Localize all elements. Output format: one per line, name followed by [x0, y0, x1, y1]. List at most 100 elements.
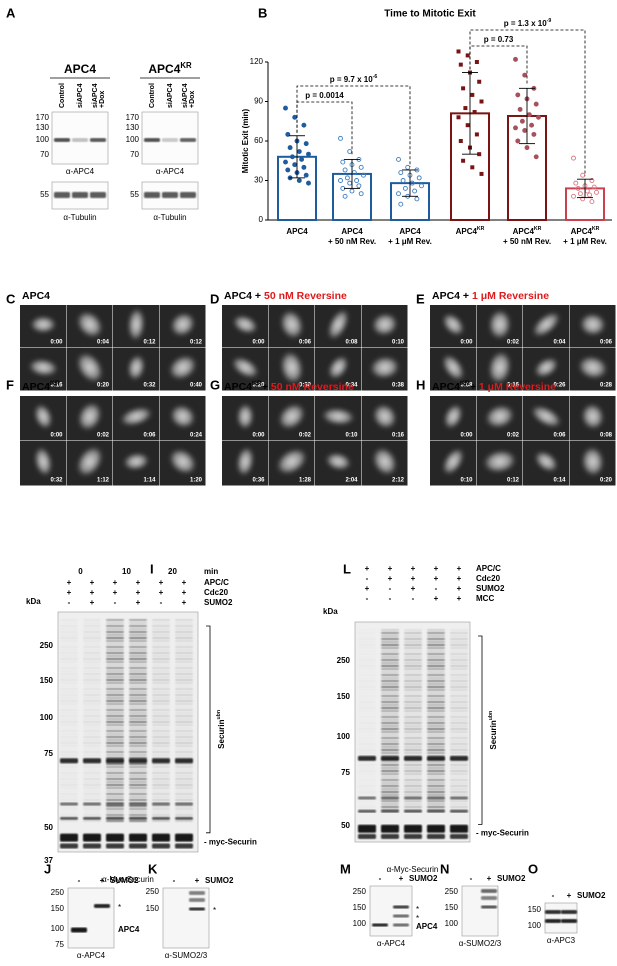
- data-point: [470, 92, 475, 97]
- band: [358, 665, 376, 667]
- band: [175, 669, 193, 673]
- band: [450, 631, 468, 635]
- band: [60, 688, 78, 690]
- band: [129, 833, 147, 842]
- band: [106, 714, 124, 718]
- data-point: [587, 192, 593, 198]
- band: [60, 816, 78, 820]
- condition-sign: +: [136, 588, 141, 597]
- band: [129, 786, 147, 790]
- cell: [230, 356, 260, 379]
- band: [60, 643, 78, 645]
- band: [129, 648, 147, 652]
- panel-title: APC4 + 1 μM Reversine: [432, 290, 549, 302]
- band: [358, 704, 376, 706]
- band: [60, 682, 78, 684]
- band: [450, 650, 468, 652]
- band: [106, 693, 124, 697]
- band: [106, 702, 124, 706]
- band: [175, 769, 193, 771]
- band: [358, 755, 376, 761]
- band: [358, 740, 376, 742]
- text-part: APC4 +: [224, 290, 264, 302]
- band: [60, 646, 78, 648]
- data-point: [296, 178, 302, 183]
- band: [450, 745, 468, 749]
- band: [381, 697, 399, 701]
- band: [427, 790, 445, 794]
- band: [404, 772, 422, 776]
- condition-sign: +: [113, 588, 118, 597]
- band: [60, 808, 78, 810]
- timestamp: 0:06: [600, 340, 613, 346]
- band: [106, 630, 124, 634]
- band: [83, 639, 101, 643]
- mw-label: 150: [337, 692, 351, 701]
- band: [358, 770, 376, 772]
- data-point: [283, 159, 288, 165]
- data-point: [358, 191, 364, 197]
- band: [83, 796, 101, 798]
- superscript: ubn: [488, 711, 494, 721]
- band: [450, 629, 468, 631]
- band: [404, 748, 422, 752]
- band: [427, 824, 445, 833]
- band: [129, 741, 147, 745]
- band: [404, 796, 422, 800]
- data-point: [409, 180, 415, 186]
- band: [427, 718, 445, 722]
- band: [404, 703, 422, 707]
- band: [450, 679, 468, 683]
- band: [381, 748, 399, 752]
- lane-label: +Dox: [99, 91, 106, 108]
- band: [60, 775, 78, 777]
- band: [106, 843, 124, 849]
- band: [129, 636, 147, 640]
- band: [175, 735, 193, 739]
- blot: [461, 885, 499, 937]
- cell: [277, 402, 307, 431]
- band: [404, 694, 422, 698]
- cell: [326, 307, 350, 342]
- band: [404, 658, 422, 662]
- band: [358, 653, 376, 655]
- mw-label: 250: [146, 887, 160, 896]
- band: [152, 651, 170, 655]
- band: [106, 645, 124, 649]
- band: [404, 664, 422, 668]
- band: [60, 787, 78, 789]
- band: [83, 775, 101, 777]
- band: [129, 768, 147, 772]
- band: [152, 690, 170, 694]
- band: [358, 734, 376, 736]
- band: [106, 672, 124, 676]
- panel-title: APC4KR+ 50 nM Reversine: [224, 380, 354, 392]
- mw-label: 70: [40, 150, 49, 159]
- band: [60, 685, 78, 687]
- band: [152, 790, 170, 792]
- data-point: [416, 175, 422, 181]
- band: [106, 621, 124, 625]
- band: [450, 667, 468, 671]
- band: [358, 767, 376, 769]
- text-part: APC4: [148, 62, 180, 76]
- band: [129, 792, 147, 796]
- data-point: [414, 196, 420, 202]
- band: [358, 683, 376, 685]
- band: [106, 795, 124, 799]
- band: [561, 919, 577, 923]
- band: [129, 732, 147, 736]
- mw-label: 55: [130, 190, 139, 199]
- band: [106, 723, 124, 727]
- p-value: p = 9.7 x 10-6: [330, 74, 378, 84]
- band: [404, 673, 422, 677]
- band: [427, 787, 445, 791]
- band: [404, 637, 422, 641]
- band: [152, 675, 170, 679]
- band: [175, 708, 193, 712]
- band: [175, 727, 193, 729]
- band: [129, 624, 147, 628]
- band: [54, 138, 70, 142]
- band: [175, 732, 193, 736]
- band: [60, 649, 78, 651]
